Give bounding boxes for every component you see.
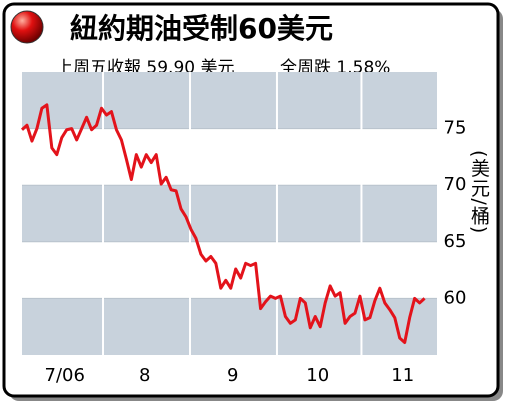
y-tick-label: 65 <box>444 231 467 252</box>
price-line <box>20 103 426 345</box>
chart-title: 紐約期油受制60美元 <box>70 12 333 45</box>
y-axis-label: (美元/桶) <box>468 150 490 235</box>
plot-band <box>22 185 437 242</box>
x-tick-label: 10 <box>306 365 329 386</box>
x-tick-label: 7/06 <box>45 365 85 386</box>
plot-band <box>22 72 437 129</box>
plot-band <box>22 241 437 299</box>
x-tick-label: 11 <box>391 365 414 386</box>
plot-band <box>22 298 437 355</box>
y-tick-label: 60 <box>444 287 467 308</box>
title-icon <box>10 10 44 44</box>
x-tick-label: 8 <box>139 365 150 386</box>
y-tick-label: 75 <box>444 118 467 139</box>
plot-band <box>22 128 437 186</box>
x-tick-label: 9 <box>227 365 238 386</box>
y-tick-label: 70 <box>444 174 467 195</box>
